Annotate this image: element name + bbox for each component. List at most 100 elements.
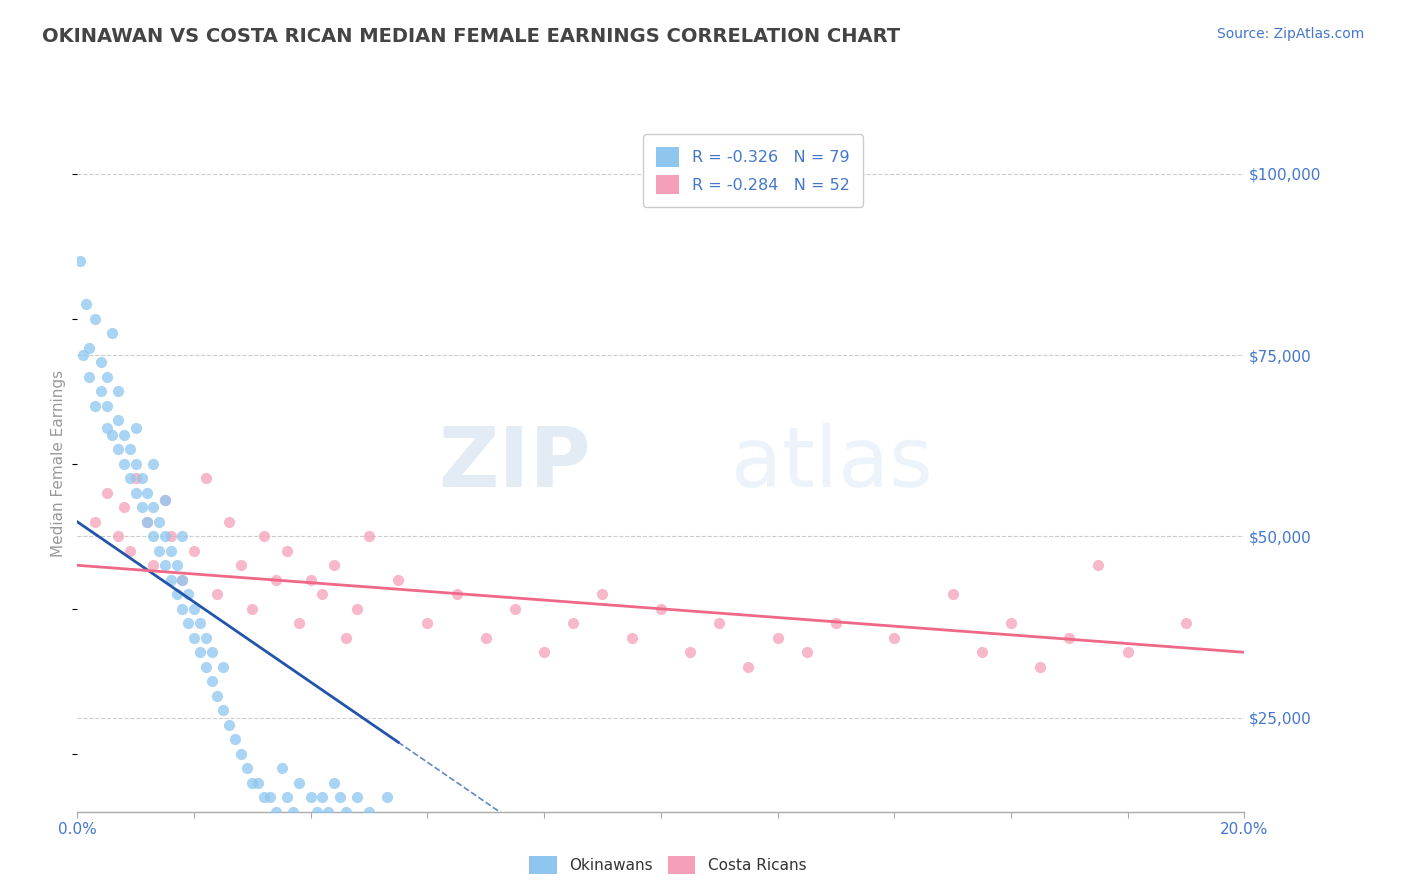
Point — [142, 500, 165, 515]
Point — [562, 616, 585, 631]
Point — [247, 775, 270, 790]
Point — [253, 790, 276, 805]
Point — [375, 790, 398, 805]
Point — [276, 790, 298, 805]
Point — [69, 254, 91, 268]
Point — [183, 602, 205, 616]
Point — [224, 732, 246, 747]
Text: atlas: atlas — [731, 424, 932, 504]
Point — [311, 587, 333, 601]
Point — [142, 529, 165, 543]
Point — [207, 689, 229, 703]
Point — [288, 616, 311, 631]
Point — [75, 297, 97, 311]
Point — [1087, 558, 1109, 573]
Y-axis label: Median Female Earnings: Median Female Earnings — [51, 370, 66, 558]
Point — [346, 602, 368, 616]
Point — [1175, 616, 1198, 631]
Point — [970, 645, 993, 659]
Point — [323, 775, 346, 790]
Point — [475, 631, 498, 645]
Point — [112, 428, 135, 442]
Point — [101, 428, 124, 442]
Point — [183, 631, 205, 645]
Point — [253, 529, 276, 543]
Point — [259, 790, 281, 805]
Point — [148, 515, 170, 529]
Point — [125, 485, 148, 500]
Point — [323, 558, 346, 573]
Point — [125, 420, 148, 434]
Point — [825, 616, 848, 631]
Point — [446, 587, 468, 601]
Point — [766, 631, 789, 645]
Point — [235, 761, 257, 775]
Point — [177, 587, 200, 601]
Point — [299, 573, 322, 587]
Point — [229, 747, 252, 761]
Point — [172, 529, 194, 543]
Point — [96, 370, 118, 384]
Point — [311, 790, 333, 805]
Point — [359, 805, 381, 819]
Legend: Okinawans, Costa Ricans: Okinawans, Costa Ricans — [523, 850, 813, 880]
Point — [131, 500, 153, 515]
Point — [329, 790, 352, 805]
Point — [125, 457, 148, 471]
Point — [1000, 616, 1022, 631]
Point — [148, 543, 170, 558]
Point — [229, 558, 252, 573]
Point — [207, 587, 229, 601]
Point — [188, 645, 211, 659]
Point — [194, 631, 217, 645]
Point — [346, 790, 368, 805]
Point — [242, 602, 264, 616]
Point — [118, 543, 141, 558]
Point — [153, 529, 176, 543]
Point — [107, 413, 129, 427]
Point — [387, 573, 409, 587]
Point — [212, 660, 235, 674]
Point — [125, 471, 148, 485]
Point — [335, 631, 357, 645]
Point — [159, 543, 181, 558]
Point — [96, 399, 118, 413]
Legend: R = -0.326   N = 79, R = -0.284   N = 52: R = -0.326 N = 79, R = -0.284 N = 52 — [643, 135, 863, 207]
Point — [136, 515, 159, 529]
Point — [200, 645, 222, 659]
Point — [118, 471, 141, 485]
Point — [172, 573, 194, 587]
Point — [709, 616, 731, 631]
Point — [1059, 631, 1081, 645]
Point — [136, 515, 159, 529]
Point — [188, 616, 211, 631]
Point — [83, 515, 105, 529]
Point — [172, 573, 194, 587]
Point — [77, 341, 100, 355]
Point — [1029, 660, 1052, 674]
Point — [359, 529, 381, 543]
Point — [200, 674, 222, 689]
Point — [136, 485, 159, 500]
Point — [1116, 645, 1139, 659]
Point — [142, 558, 165, 573]
Point — [112, 457, 135, 471]
Point — [90, 355, 112, 369]
Point — [264, 573, 287, 587]
Point — [83, 399, 105, 413]
Point — [194, 471, 217, 485]
Point — [194, 660, 217, 674]
Text: OKINAWAN VS COSTA RICAN MEDIAN FEMALE EARNINGS CORRELATION CHART: OKINAWAN VS COSTA RICAN MEDIAN FEMALE EA… — [42, 27, 900, 45]
Point — [166, 558, 188, 573]
Point — [172, 602, 194, 616]
Point — [592, 587, 614, 601]
Point — [107, 384, 129, 399]
Point — [90, 384, 112, 399]
Point — [620, 631, 643, 645]
Point — [276, 543, 298, 558]
Point — [177, 616, 200, 631]
Point — [83, 312, 105, 326]
Text: Source: ZipAtlas.com: Source: ZipAtlas.com — [1216, 27, 1364, 41]
Point — [270, 761, 292, 775]
Point — [242, 775, 264, 790]
